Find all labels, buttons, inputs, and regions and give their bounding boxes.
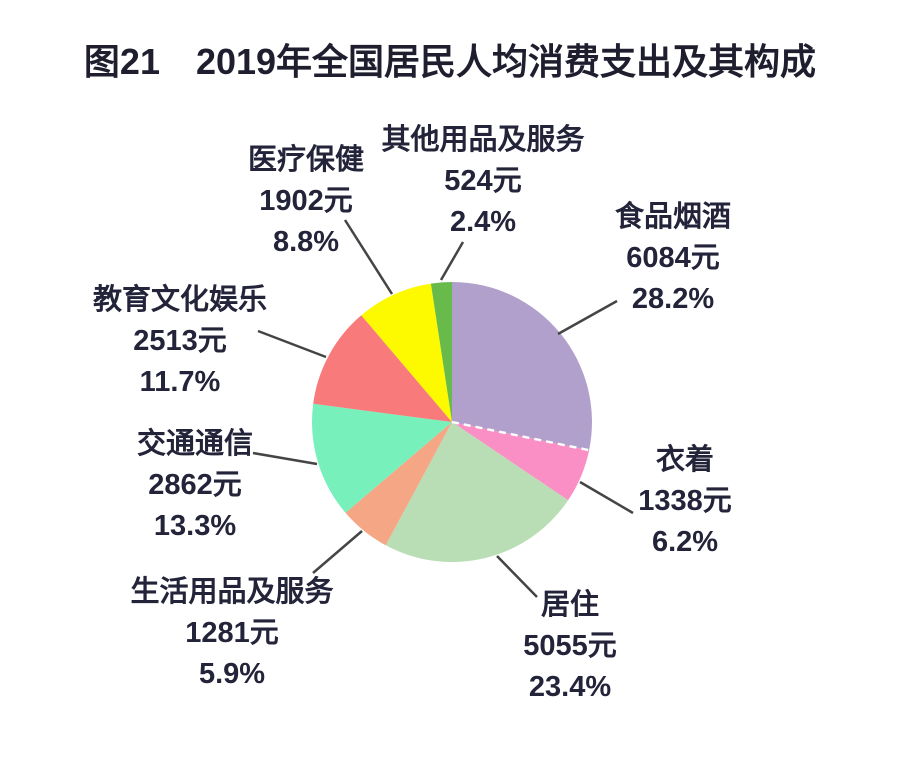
label-housing: 居住 5055元 23.4% [523, 585, 617, 708]
slice-name: 教育文化娱乐 [92, 284, 268, 316]
slice-name: 医疗保健 [247, 144, 365, 176]
slice-percent: 13.3% [153, 510, 237, 542]
slice-percent: 11.7% [139, 366, 221, 398]
slice-name: 居住 [540, 589, 600, 621]
pie-slice-household-goods-services [345, 422, 452, 546]
label-education-culture-entertainment: 教育文化娱乐 2513元 11.7% [93, 280, 267, 403]
slice-name: 生活用品及服务 [130, 576, 334, 608]
label-clothing: 衣着 1338元 6.2% [638, 440, 732, 563]
pie-slice-healthcare [361, 283, 452, 422]
connector-line-transport-communication [252, 451, 318, 466]
label-food-tobacco-alcohol: 食品烟酒 6084元 28.2% [615, 197, 731, 320]
slice-percent: 5.9% [198, 658, 266, 690]
slice-percent: 8.8% [272, 226, 340, 258]
slice-percent: 23.4% [528, 671, 612, 703]
connector-line-other-goods-services [439, 241, 465, 281]
connector-line-healthcare [343, 219, 394, 295]
pie-slice-food-tobacco-alcohol [452, 282, 592, 451]
slice-name: 衣着 [655, 444, 715, 476]
slice-value: 1281元 [185, 617, 279, 649]
slice-value: 6084元 [626, 242, 720, 274]
slice-name: 交通通信 [136, 428, 254, 460]
slice-value: 2513元 [133, 325, 227, 357]
label-healthcare: 医疗保健 1902元 8.8% [248, 140, 364, 263]
connector-line-clothing [579, 480, 634, 515]
slice-percent: 2.4% [449, 206, 517, 238]
figure-title: 图21 2019年全国居民人均消费支出及其构成 [83, 41, 817, 82]
slice-value: 2862元 [148, 469, 242, 501]
slice-percent: 28.2% [631, 283, 715, 315]
slice-value: 1902元 [259, 185, 353, 217]
pie-slice-education-culture-entertainment [313, 315, 452, 422]
slice-percent: 6.2% [651, 526, 719, 558]
label-transport-communication: 交通通信 2862元 13.3% [137, 424, 253, 547]
connector-line-household-goods-services [312, 530, 363, 574]
slice-value: 524元 [444, 165, 522, 197]
label-other-goods-services: 其他用品及服务 524元 2.4% [381, 120, 584, 243]
connector-line-housing [496, 555, 538, 598]
pie-slice-transport-communication [312, 403, 452, 513]
slice-value: 1338元 [638, 485, 732, 517]
label-household-goods-services: 生活用品及服务 1281元 5.9% [130, 572, 333, 695]
slice-name: 其他用品及服务 [381, 124, 585, 156]
connector-line-education-culture-entertainment [257, 329, 327, 359]
pie-slice-clothing [452, 422, 590, 501]
pie-slice-housing [385, 422, 569, 562]
connector-line-food-tobacco-alcohol [557, 299, 618, 336]
pie-slice-other-goods-services [430, 282, 452, 422]
slice-name: 食品烟酒 [614, 201, 732, 233]
slice-value: 5055元 [523, 630, 617, 662]
